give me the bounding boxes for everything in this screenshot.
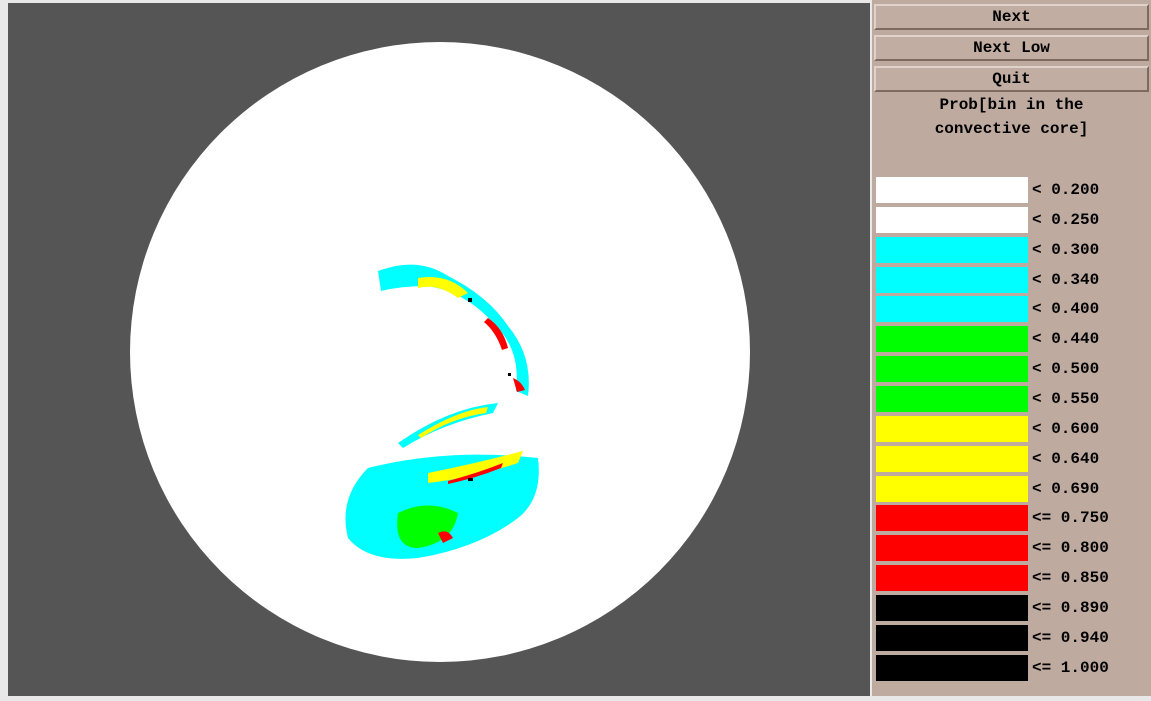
legend-label: < 0.340 — [1032, 267, 1099, 293]
legend-swatch — [876, 177, 1028, 203]
radar-view — [8, 3, 870, 696]
legend-label: < 0.400 — [1032, 296, 1099, 322]
legend-label: < 0.600 — [1032, 416, 1099, 442]
radar-image — [8, 3, 870, 696]
legend-swatch — [876, 535, 1028, 561]
radar-disk — [130, 42, 750, 662]
legend-swatch — [876, 326, 1028, 352]
legend-swatch — [876, 595, 1028, 621]
legend-label: <= 0.800 — [1032, 535, 1109, 561]
legend-label: < 0.440 — [1032, 326, 1099, 352]
button[interactable]: Next — [874, 4, 1149, 30]
legend-label: <= 0.890 — [1032, 595, 1109, 621]
legend-title: convective core] — [872, 120, 1151, 138]
legend-swatch — [876, 505, 1028, 531]
legend-swatch — [876, 655, 1028, 681]
legend-label: < 0.250 — [1032, 207, 1099, 233]
control-panel: Next Next Low Quit Prob[bin in the convectiv… — [872, 0, 1151, 696]
legend-label: <= 0.750 — [1032, 505, 1109, 531]
legend-swatch — [876, 565, 1028, 591]
legend-label: <= 0.940 — [1032, 625, 1109, 651]
legend-swatch — [876, 625, 1028, 651]
legend-title: Prob[bin in the — [872, 96, 1151, 114]
legend-swatch — [876, 386, 1028, 412]
legend-label: <= 1.000 — [1032, 655, 1109, 681]
button[interactable]: Next Low — [874, 35, 1149, 61]
legend-label: < 0.690 — [1032, 476, 1099, 502]
legend-swatch — [876, 356, 1028, 382]
app: Next Next Low Quit Prob[bin in the convectiv… — [0, 0, 1151, 696]
legend-label: <= 0.850 — [1032, 565, 1109, 591]
legend-label: < 0.300 — [1032, 237, 1099, 263]
legend-swatch — [876, 207, 1028, 233]
legend-label: < 0.200 — [1032, 177, 1099, 203]
legend-swatch — [876, 446, 1028, 472]
button[interactable]: Quit — [874, 66, 1149, 92]
legend-swatch — [876, 476, 1028, 502]
legend-label: < 0.550 — [1032, 386, 1099, 412]
legend-swatch — [876, 267, 1028, 293]
legend-swatch — [876, 237, 1028, 263]
legend-label: < 0.500 — [1032, 356, 1099, 382]
legend-swatch — [876, 296, 1028, 322]
legend-label: < 0.640 — [1032, 446, 1099, 472]
legend-swatch — [876, 416, 1028, 442]
